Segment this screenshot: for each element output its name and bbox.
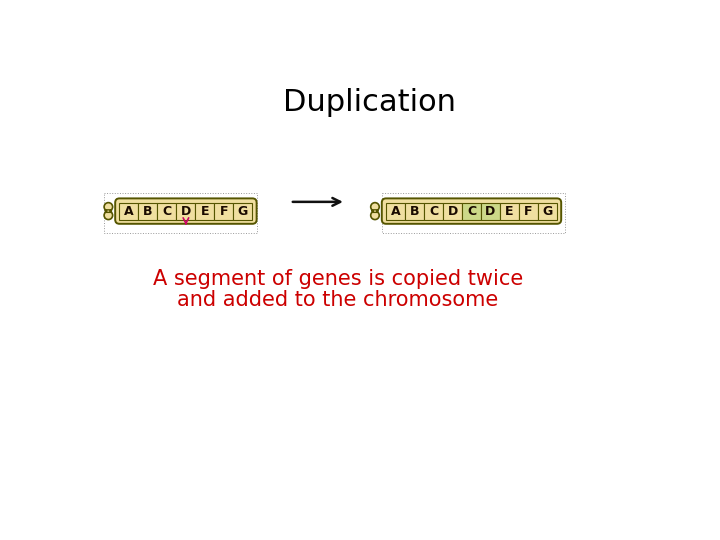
Text: and added to the chromosome: and added to the chromosome — [177, 289, 499, 309]
Text: F: F — [524, 205, 533, 218]
FancyBboxPatch shape — [215, 202, 233, 220]
Text: D: D — [181, 205, 191, 218]
FancyBboxPatch shape — [176, 202, 195, 220]
Text: C: C — [467, 205, 476, 218]
Text: A segment of genes is copied twice: A segment of genes is copied twice — [153, 269, 523, 289]
Text: Duplication: Duplication — [282, 88, 456, 117]
FancyBboxPatch shape — [158, 202, 176, 220]
FancyBboxPatch shape — [481, 202, 500, 220]
Text: E: E — [201, 205, 209, 218]
Text: F: F — [220, 205, 228, 218]
Text: D: D — [447, 205, 458, 218]
Text: A: A — [124, 205, 134, 218]
FancyBboxPatch shape — [519, 202, 538, 220]
FancyBboxPatch shape — [195, 202, 215, 220]
Text: D: D — [485, 205, 495, 218]
Text: G: G — [238, 205, 248, 218]
FancyBboxPatch shape — [500, 202, 519, 220]
Text: B: B — [410, 205, 419, 218]
Text: E: E — [505, 205, 513, 218]
FancyBboxPatch shape — [382, 198, 561, 224]
Text: C: C — [429, 205, 438, 218]
Text: C: C — [162, 205, 171, 218]
Circle shape — [371, 202, 379, 211]
Circle shape — [104, 202, 112, 211]
Text: A: A — [391, 205, 400, 218]
Text: B: B — [143, 205, 153, 218]
FancyBboxPatch shape — [115, 198, 256, 224]
FancyBboxPatch shape — [538, 202, 557, 220]
FancyBboxPatch shape — [120, 202, 138, 220]
Circle shape — [371, 211, 379, 220]
FancyBboxPatch shape — [405, 202, 424, 220]
FancyBboxPatch shape — [138, 202, 158, 220]
FancyBboxPatch shape — [233, 202, 253, 220]
Polygon shape — [372, 210, 379, 212]
Text: G: G — [542, 205, 552, 218]
Circle shape — [104, 211, 112, 220]
FancyBboxPatch shape — [462, 202, 481, 220]
FancyBboxPatch shape — [443, 202, 462, 220]
FancyBboxPatch shape — [386, 202, 405, 220]
Polygon shape — [104, 210, 112, 212]
FancyBboxPatch shape — [424, 202, 443, 220]
